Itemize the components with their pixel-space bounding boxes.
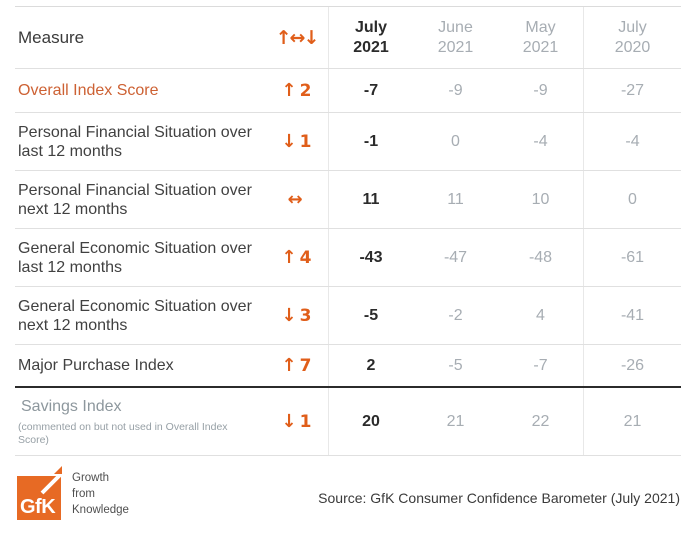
change-value: 1: [299, 411, 312, 432]
value-july-2021: 20: [362, 412, 380, 430]
down-arrow-icon: ↓: [281, 411, 297, 432]
value-july-2020: -4: [625, 132, 640, 150]
header-col-july-2021: July 2021: [328, 7, 413, 68]
change-indicator: ↓ 3: [282, 305, 312, 326]
value-july-2020: -27: [620, 81, 645, 99]
table-row-ges-last-12: General Economic Situation over last 12 …: [15, 229, 681, 287]
value-june-2021: -5: [448, 356, 463, 374]
up-leftright-down-arrows-icon: ↑↔↓: [275, 26, 320, 49]
value-july-2021: 11: [362, 190, 380, 208]
table-row-ges-next-12: General Economic Situation over next 12 …: [15, 287, 681, 345]
value-july-2020: 0: [628, 190, 637, 208]
value-may-2021: -4: [533, 132, 548, 150]
value-june-2021: 0: [451, 132, 460, 150]
value-may-2021: 22: [531, 412, 550, 430]
value-june-2021: -9: [448, 81, 463, 99]
change-indicator: ↑ 4: [282, 247, 312, 268]
value-july-2020: -26: [620, 356, 645, 374]
gfk-logo: GfK: [17, 466, 67, 525]
source-attribution: Source: GfK Consumer Confidence Baromete…: [318, 490, 680, 506]
measure-label: Personal Financial Situation over last 1…: [18, 123, 252, 160]
value-june-2021: -2: [448, 306, 463, 324]
value-june-2021: -47: [443, 248, 468, 266]
value-may-2021: -9: [533, 81, 548, 99]
tagline-line: from: [72, 488, 95, 500]
confidence-table: Measure ↑↔↓ July 2021 June 2021 May 2021…: [15, 6, 681, 456]
change-value: 3: [299, 305, 312, 326]
down-arrow-icon: ↓: [281, 305, 297, 326]
down-arrow-icon: ↓: [281, 131, 297, 152]
change-value: 4: [299, 247, 312, 268]
gfk-logo-icon: GfK: [17, 466, 66, 520]
value-july-2021: 2: [366, 356, 376, 374]
change-value: 1: [299, 131, 312, 152]
value-may-2021: 10: [531, 190, 550, 208]
col-label-july-2021: July 2021: [353, 18, 389, 56]
value-july-2020: -41: [620, 306, 645, 324]
header-change-arrows: ↑↔↓: [265, 7, 328, 68]
value-july-2021: -5: [363, 306, 379, 324]
measure-label: Overall Index Score: [18, 82, 159, 99]
change-indicator: ↑ 7: [282, 355, 312, 376]
table-row-overall-index: Overall Index Score ↑ 2 -7 -9 -9 -27: [15, 69, 681, 113]
value-july-2020: -61: [620, 248, 645, 266]
value-may-2021: -7: [533, 356, 548, 374]
table-header-row: Measure ↑↔↓ July 2021 June 2021 May 2021…: [15, 7, 681, 69]
value-may-2021: -48: [528, 248, 553, 266]
up-arrow-icon: ↑: [281, 80, 297, 101]
measure-label: General Economic Situation over next 12 …: [18, 297, 252, 334]
table-row-savings-index: Savings Index (commented on but not used…: [15, 388, 681, 456]
change-value: 7: [299, 355, 312, 376]
svg-text:GfK: GfK: [20, 496, 56, 518]
measure-label: Major Purchase Index: [18, 357, 174, 374]
measure-note: (commented on but not used in Overall In…: [18, 420, 228, 446]
table-row-pfs-next-12: Personal Financial Situation over next 1…: [15, 171, 681, 229]
change-indicator: ↓ 1: [282, 411, 312, 432]
up-arrow-icon: ↑: [281, 247, 297, 268]
value-june-2021: 21: [446, 412, 465, 430]
table-row-major-purchase: Major Purchase Index ↑ 7 2 -5 -7 -26: [15, 345, 681, 388]
header-measure: Measure: [15, 7, 265, 68]
value-july-2021: -7: [363, 81, 379, 99]
header-col-may-2021: May 2021: [498, 7, 583, 68]
left-right-arrow-icon: ↔: [287, 189, 303, 210]
change-indicator: ↑ 2: [282, 80, 312, 101]
header-col-july-2020: July 2020: [583, 7, 681, 68]
col-label-july-2020: July 2020: [614, 18, 651, 56]
value-may-2021: 4: [536, 306, 545, 324]
tagline-line: Knowledge: [72, 504, 129, 516]
measure-label: Personal Financial Situation over next 1…: [18, 181, 252, 218]
col-label-june-2021: June 2021: [437, 18, 474, 56]
change-indicator: ↔: [287, 189, 305, 210]
change-indicator: ↓ 1: [282, 131, 312, 152]
value-july-2021: -43: [359, 248, 383, 266]
measure-column-label: Measure: [18, 27, 85, 47]
tagline-line: Growth: [72, 472, 110, 484]
col-label-may-2021: May 2021: [522, 18, 559, 56]
change-value: 2: [299, 80, 312, 101]
up-arrow-icon: ↑: [281, 355, 297, 376]
table-row-pfs-last-12: Personal Financial Situation over last 1…: [15, 113, 681, 171]
measure-label: General Economic Situation over last 12 …: [18, 239, 252, 276]
gfk-tagline: Growth from Knowledge: [72, 470, 129, 518]
value-june-2021: 11: [447, 190, 464, 208]
value-july-2020: 21: [623, 412, 642, 430]
value-july-2021: -1: [363, 132, 379, 150]
measure-label: Savings Index: [21, 397, 122, 415]
header-col-june-2021: June 2021: [413, 7, 498, 68]
